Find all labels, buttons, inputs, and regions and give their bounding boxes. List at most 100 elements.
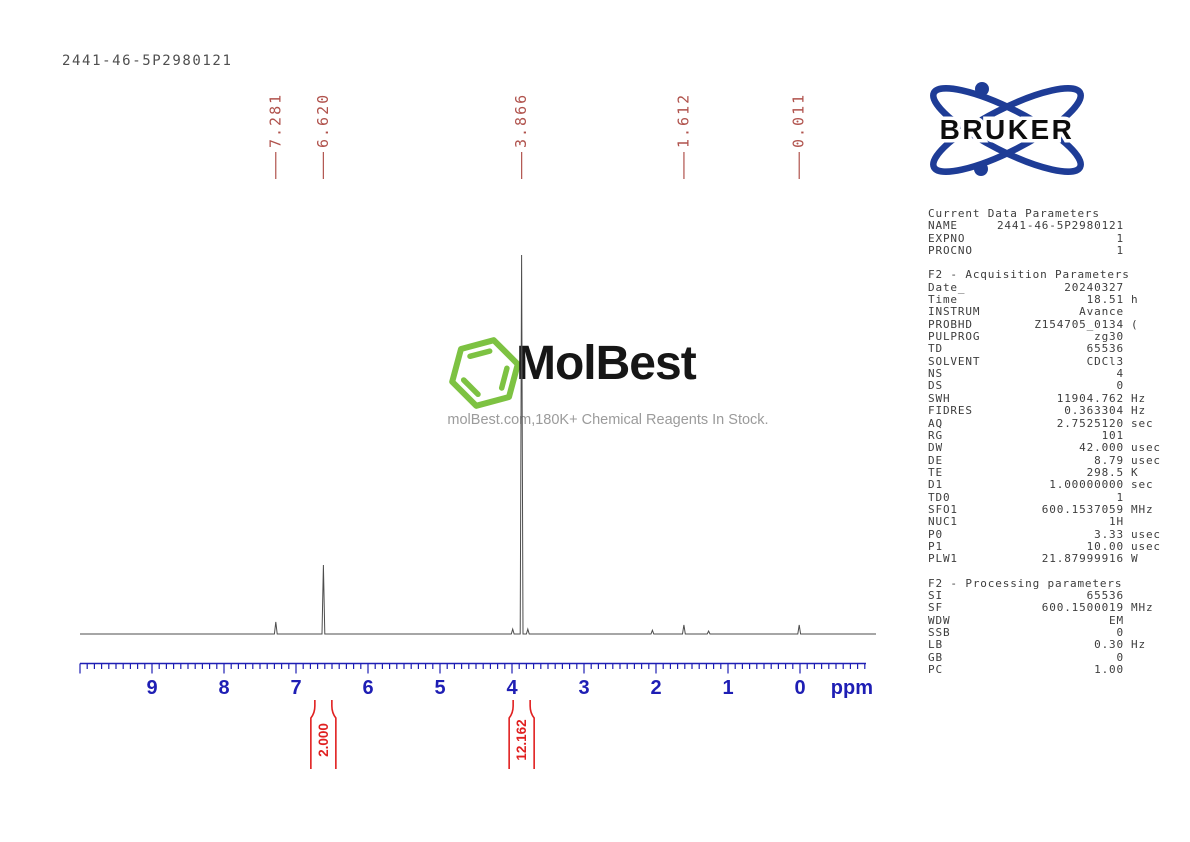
parameter-value: 1	[1116, 490, 1124, 504]
parameter-name: GB	[928, 650, 943, 664]
parameter-value: 0	[1116, 650, 1124, 664]
parameter-value: 298.5	[1086, 465, 1124, 479]
x-axis-tick-label: 1	[722, 677, 733, 699]
parameter-row: SOLVENT CDCl3	[928, 354, 1124, 368]
parameter-row: Date_ 20240327	[928, 280, 1124, 294]
parameter-name: TE	[928, 465, 943, 479]
parameter-value: 0.363304	[1064, 404, 1124, 418]
peak-label: 7.281	[266, 93, 284, 148]
parameter-value: 1H	[1109, 515, 1124, 529]
parameter-name: PC	[928, 663, 943, 677]
parameter-name: Time	[928, 293, 958, 307]
x-axis-tick-label: 0	[794, 677, 805, 699]
parameter-value: 1	[1116, 231, 1124, 245]
parameter-row: P0 3.33	[928, 527, 1124, 541]
parameter-value: 20240327	[1064, 280, 1124, 294]
parameter-section: F2 - Acquisition Parameters Date_ 20240327…	[928, 268, 1168, 566]
parameters-panel: Current Data Parameters NAME 2441-46-5P298…	[928, 207, 1168, 677]
parameter-name: DW	[928, 441, 943, 455]
parameter-row: SWH 11904.762	[928, 391, 1124, 405]
parameter-unit: sec	[1131, 416, 1154, 430]
x-axis-tick-label: 5	[434, 677, 445, 699]
peak-label: 0.011	[790, 93, 808, 148]
parameter-section-header: F2 - Acquisition Parameters	[928, 268, 1130, 282]
parameter-name: RG	[928, 428, 943, 442]
parameter-value: 2.7525120	[1056, 416, 1124, 430]
parameter-row: D1 1.00000000	[928, 478, 1124, 491]
parameter-name: SI	[928, 588, 943, 602]
peak-label: 1.612	[674, 93, 692, 148]
parameter-row: PC 1.00	[928, 663, 1124, 677]
parameter-row: EXPNO 1	[928, 231, 1124, 245]
molbest-watermark: MolBest molBest.com,180K+ Chemical Reage…	[440, 330, 770, 440]
parameter-name: FIDRES	[928, 404, 973, 418]
integral-bracket	[310, 700, 337, 769]
integral-value: 2.000	[316, 723, 331, 757]
parameter-row: TE 298.5	[928, 465, 1124, 479]
parameter-unit: W	[1131, 552, 1139, 566]
parameter-name: TD	[928, 342, 943, 356]
parameter-value: zg30	[1094, 330, 1124, 344]
parameter-unit: Hz	[1131, 391, 1146, 405]
parameter-name: Date_	[928, 280, 966, 294]
parameter-name: P1	[928, 539, 943, 553]
bruker-orbits-icon: BRUKER	[930, 82, 1084, 176]
parameter-row: DS 0	[928, 380, 1124, 393]
peak-label: 3.866	[512, 93, 530, 148]
parameter-value: CDCl3	[1086, 354, 1124, 368]
integral-bracket	[508, 700, 535, 769]
peak-label: 6.620	[314, 93, 332, 148]
parameter-row: NS 4	[928, 367, 1124, 381]
parameter-name: LB	[928, 638, 943, 652]
parameter-unit: usec	[1131, 453, 1161, 467]
parameter-value: 21.87999916	[1041, 552, 1124, 566]
parameter-section-header: Current Data Parameters	[928, 207, 1100, 220]
parameter-value: 600.1500019	[1041, 601, 1124, 615]
parameter-row: NAME 2441-46-5P2980121	[928, 219, 1124, 233]
parameter-value: Avance	[1079, 305, 1124, 319]
parameter-name: DE	[928, 453, 943, 467]
parameter-name: EXPNO	[928, 231, 966, 245]
parameter-name: SF	[928, 601, 943, 615]
parameter-row: INSTRUM Avance	[928, 305, 1124, 319]
parameter-value: 3.33	[1094, 527, 1124, 541]
parameter-name: TD0	[928, 490, 951, 504]
parameter-row: PULPROG zg30	[928, 330, 1124, 344]
parameter-name: PROCNO	[928, 244, 973, 258]
parameter-name: SFO1	[928, 502, 958, 516]
parameter-section: F2 - Processing parameters SI 65536 SF 600.1…	[928, 576, 1168, 677]
parameter-section-header: F2 - Processing parameters	[928, 576, 1123, 590]
parameter-value: 11904.762	[1056, 391, 1124, 405]
parameter-value: 0	[1116, 626, 1124, 639]
sample-name-title: 2441-46-5P2980121	[62, 53, 233, 69]
parameter-name: NAME	[928, 219, 958, 233]
parameter-name: P0	[928, 527, 943, 541]
molbest-brand-text: MolBest	[516, 337, 697, 390]
parameter-unit: MHz	[1131, 502, 1154, 516]
parameter-value: 0.30	[1094, 638, 1124, 652]
parameter-unit: Hz	[1131, 404, 1146, 418]
parameter-name: NUC1	[928, 515, 958, 529]
x-axis-tick-label: 9	[146, 677, 157, 699]
parameter-name: SSB	[928, 626, 951, 639]
bruker-wordmark: BRUKER	[940, 114, 1075, 145]
parameter-value: 8.79	[1094, 453, 1124, 467]
parameter-row: TD 65536	[928, 342, 1124, 356]
parameter-row: P1 10.00	[928, 539, 1124, 553]
parameter-name: WDW	[928, 613, 951, 627]
x-axis-tick-label: 7	[290, 677, 301, 699]
parameter-row: SI 65536	[928, 588, 1124, 602]
parameter-row: GB 0	[928, 650, 1124, 664]
parameter-name: NS	[928, 367, 943, 381]
parameter-value: 600.1537059	[1041, 502, 1124, 516]
parameter-value: 18.51	[1086, 293, 1124, 307]
parameter-row: AQ 2.7525120	[928, 416, 1124, 430]
parameter-name: INSTRUM	[928, 305, 981, 319]
x-axis-tick-label: 6	[362, 677, 373, 699]
parameter-value: 2441-46-5P2980121	[996, 219, 1124, 233]
parameter-row: Time 18.51	[928, 293, 1124, 307]
integral-value: 12.162	[514, 719, 529, 760]
parameter-row: DE 8.79	[928, 453, 1124, 467]
parameter-value: 65536	[1086, 342, 1124, 356]
